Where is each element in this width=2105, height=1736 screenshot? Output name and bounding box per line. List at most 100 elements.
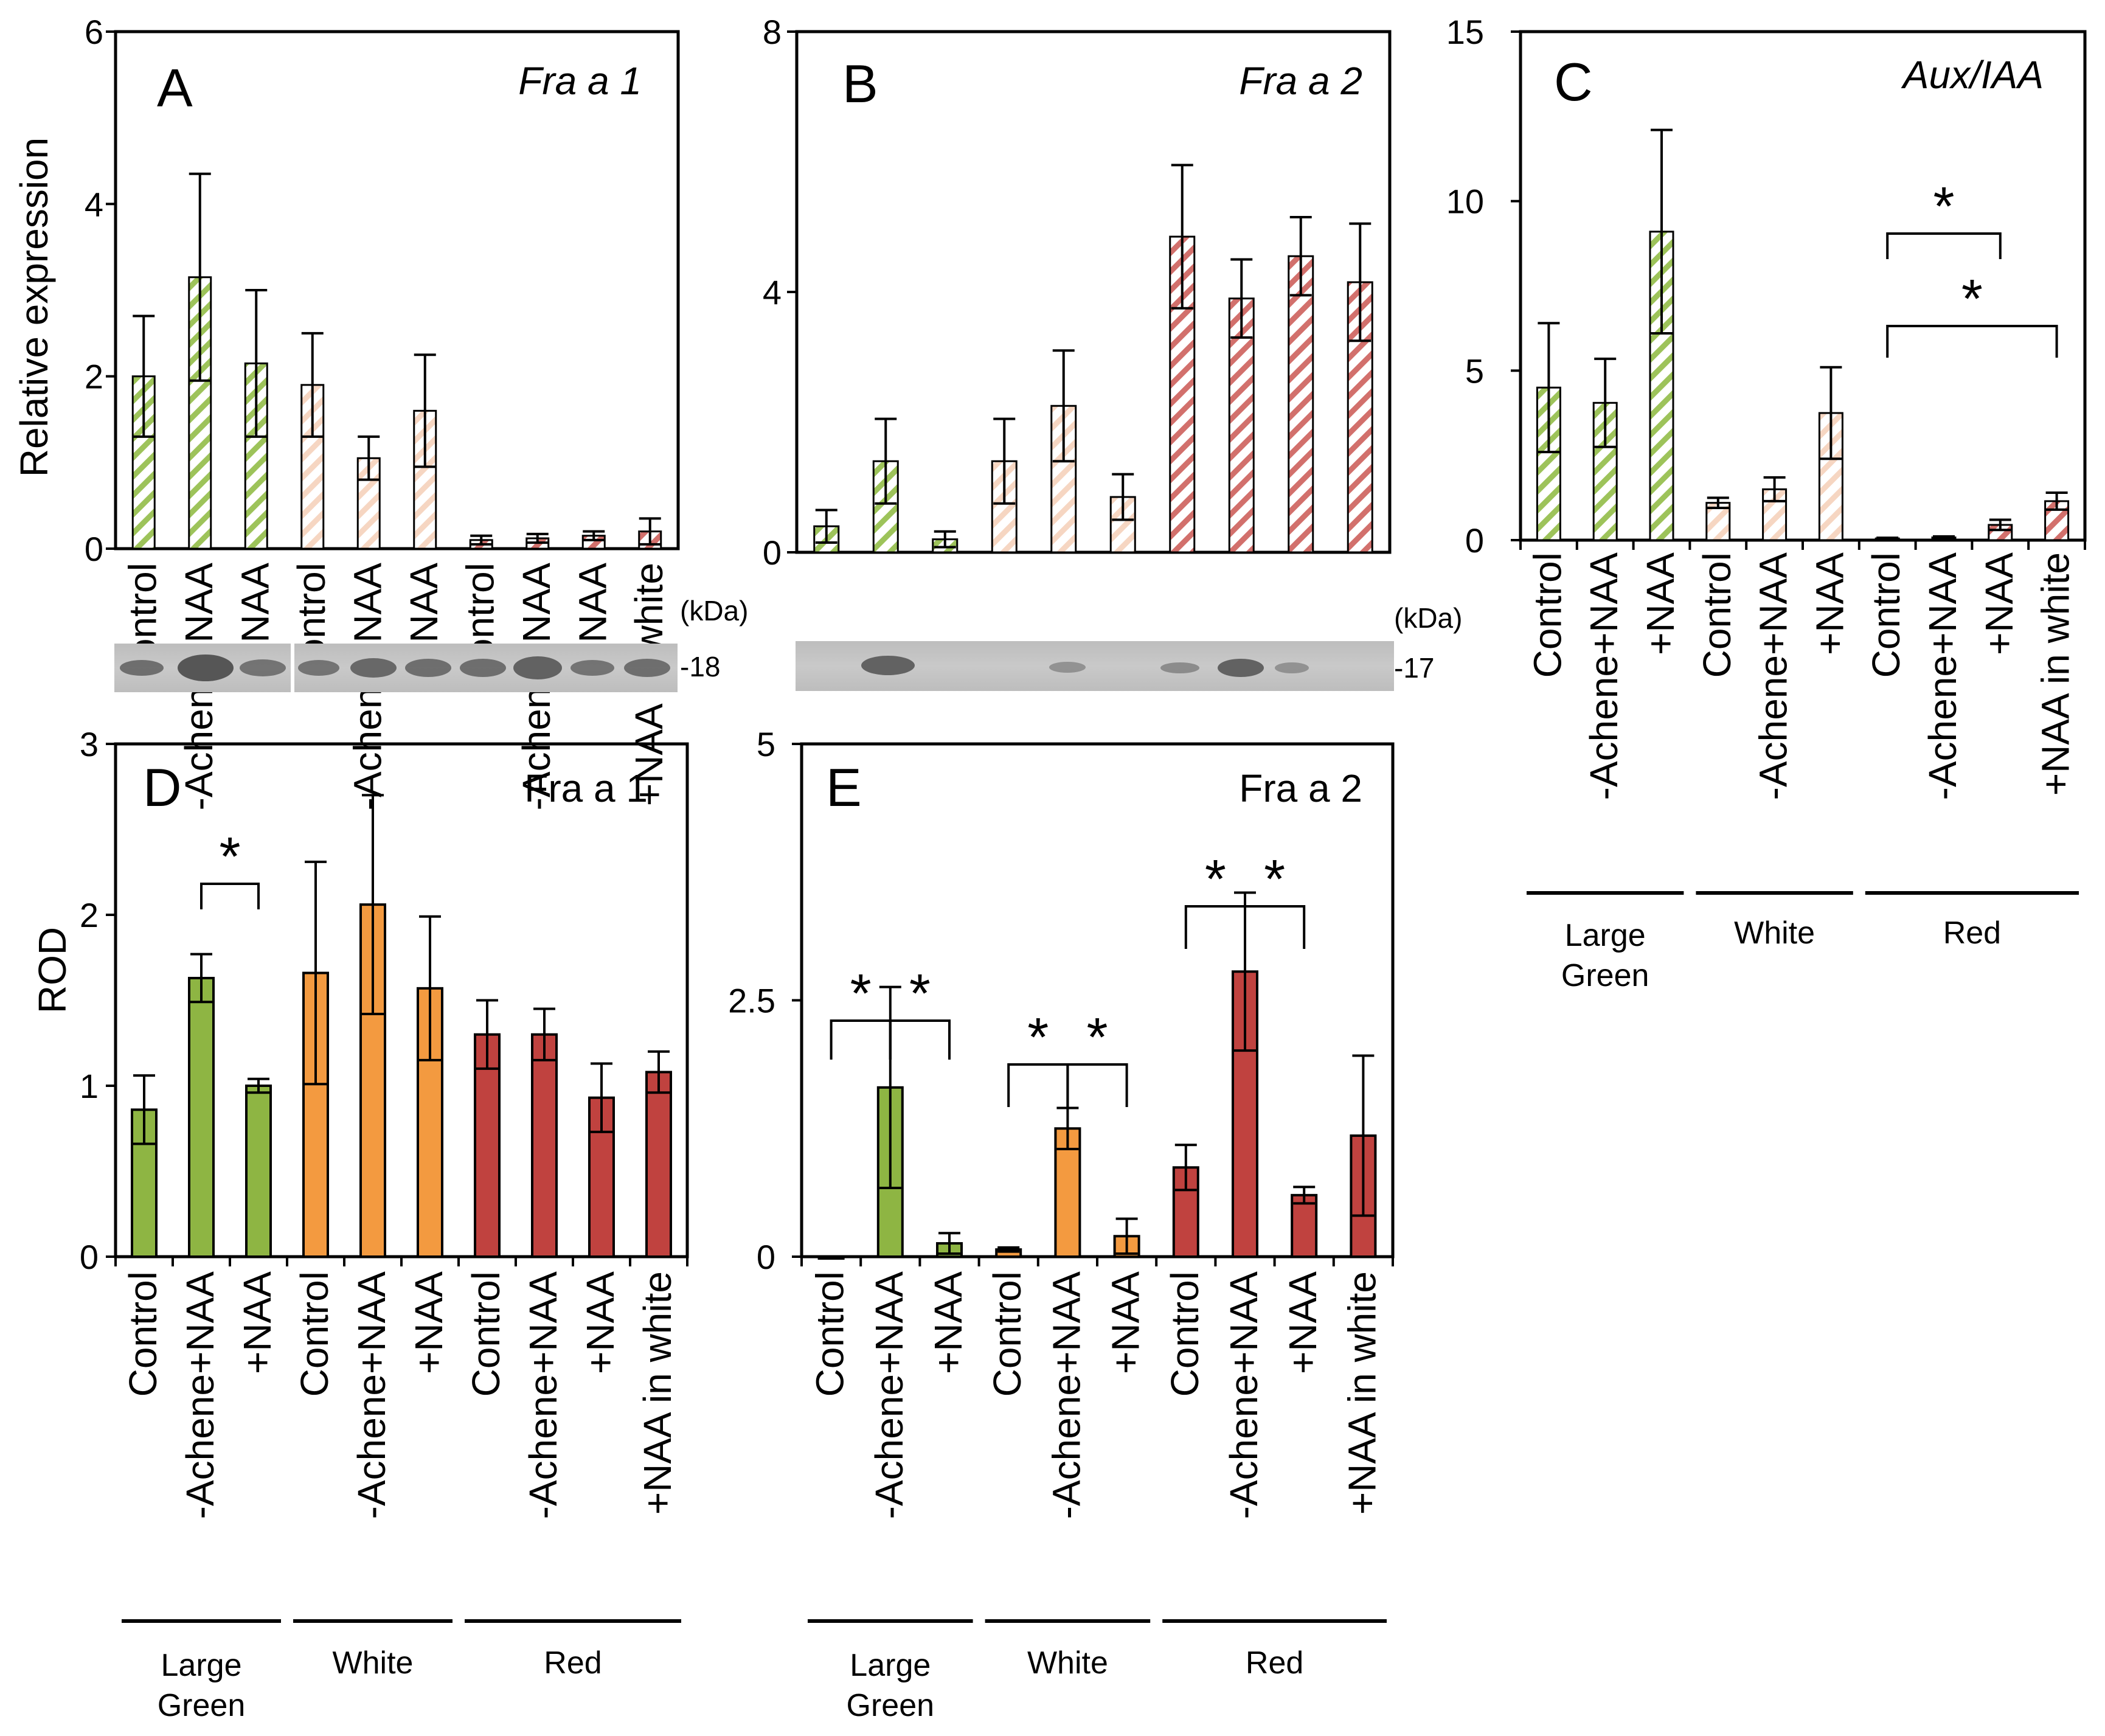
y-tick-label: 0 <box>1465 521 1484 560</box>
group-label: Green <box>158 1688 246 1723</box>
category-label: +NAA <box>407 1271 451 1374</box>
bar <box>531 1033 558 1258</box>
panel-b-gene-title: Fra a 2 <box>1239 59 1362 103</box>
significance-star: * <box>219 827 240 887</box>
blot-band <box>1218 659 1264 677</box>
significance-star: * <box>909 963 931 1024</box>
blot-band <box>861 656 915 675</box>
bar <box>1169 235 1196 554</box>
y-tick-label: 5 <box>757 725 775 763</box>
panel-d-chart: D Fra a 1 ROD 0 1 2 3 Control -Achene+NAA +NAA… <box>30 725 689 1723</box>
category-label: -Achene+NAA <box>1222 1271 1266 1519</box>
blot-band <box>178 654 234 681</box>
y-tick-label: 0 <box>763 533 782 572</box>
significance-bracket <box>830 1019 892 1060</box>
category-label: Control <box>1163 1271 1207 1397</box>
blot-band <box>240 659 286 676</box>
blot-band <box>298 660 339 676</box>
category-label: +NAA in white <box>636 1271 679 1515</box>
category-label: -Achene+NAA <box>521 1271 565 1519</box>
category-label: +NAA in white <box>1340 1271 1384 1515</box>
blot-band <box>350 658 397 678</box>
significance-bracket <box>1007 1063 1069 1107</box>
panel-e-letter: E <box>826 757 862 818</box>
category-label: +NAA <box>1281 1271 1325 1374</box>
category-label: +NAA <box>926 1271 970 1374</box>
significance-star: * <box>1027 1007 1049 1068</box>
blot-band <box>624 659 670 677</box>
y-tick-label: 4 <box>763 273 782 311</box>
category-label: -Achene+NAA <box>350 1271 394 1519</box>
category-label: +NAA <box>578 1271 622 1374</box>
panel-c-chart: C Aux/IAA 0 5 10 15 Control -Achene+NAA +NAA Co… <box>1446 13 2087 993</box>
group-label: Large <box>1565 918 1646 953</box>
significance-star: * <box>1264 849 1285 910</box>
bar <box>245 1085 272 1258</box>
y-tick-label: 2 <box>80 896 99 934</box>
y-tick-label: 8 <box>763 13 782 51</box>
group-label: Green <box>1561 958 1649 993</box>
category-label: -Achene+NAA <box>1921 552 1965 800</box>
blot-bands <box>861 656 1309 677</box>
significance-star: * <box>1961 269 1983 330</box>
category-label: +NAA <box>1977 552 2021 655</box>
panel-d-y-axis-label: ROD <box>30 927 74 1013</box>
significance-bracket <box>1886 325 2058 358</box>
blot-band <box>120 660 164 676</box>
bar <box>817 1255 845 1260</box>
bar <box>1228 297 1255 554</box>
significance-bracket <box>1066 1063 1128 1107</box>
panel-e-gene-title: Fra a 2 <box>1239 766 1362 810</box>
category-label: Control <box>293 1271 336 1397</box>
panel-d-gene-title: Fra a 1 <box>524 766 648 810</box>
category-label: -Achene+NAA <box>867 1271 911 1519</box>
category-label: Control <box>1695 552 1739 678</box>
significance-star: * <box>1205 849 1226 910</box>
y-tick-label: 0 <box>757 1238 775 1276</box>
panel-e-chart: E Fra a 2 0 2.5 5 Control -Achene+NAA +NAA Con… <box>728 725 1395 1723</box>
blot-band <box>460 659 506 677</box>
blot-bands <box>120 654 670 681</box>
bar <box>1988 524 2013 541</box>
category-label: Control <box>1864 552 1908 678</box>
y-tick-label: 2.5 <box>728 982 775 1020</box>
significance-bracket <box>1244 905 1306 949</box>
blot-band <box>405 659 451 677</box>
y-tick-label: 15 <box>1446 13 1484 51</box>
panel-c-gene-title: Aux/IAA <box>1901 53 2044 97</box>
bar <box>1291 1193 1318 1258</box>
blot-band <box>513 656 562 679</box>
y-tick-label: 0 <box>80 1238 99 1276</box>
category-label: +NAA <box>1104 1271 1148 1374</box>
significance-star: * <box>1086 1007 1108 1068</box>
y-tick-label: 1 <box>80 1067 99 1105</box>
y-tick-label: 0 <box>85 530 103 568</box>
significance-bracket <box>200 883 260 909</box>
western-blot-fra-a-2: (kDa) -17 <box>796 602 1462 691</box>
group-label: Red <box>1943 915 2001 951</box>
category-label: +NAA <box>235 1271 279 1374</box>
category-label: -Achene+NAA <box>1752 552 1795 800</box>
blot-band <box>1160 662 1199 673</box>
y-tick-label: 3 <box>80 725 99 763</box>
group-label: Large <box>161 1648 242 1683</box>
blot-e-kda-label: (kDa) <box>1394 602 1462 634</box>
blot-band <box>570 660 614 676</box>
plot-frame <box>114 30 680 550</box>
y-tick-label: 10 <box>1446 182 1484 221</box>
panel-a-letter: A <box>157 58 193 118</box>
category-label: +NAA <box>1808 552 1851 655</box>
panel-b-letter: B <box>842 54 878 114</box>
group-label: Red <box>1246 1645 1303 1681</box>
significance-star: * <box>1933 176 1954 237</box>
significance-bracket <box>1184 905 1246 949</box>
category-label: Control <box>985 1271 1029 1397</box>
category-label: +NAA in white <box>2034 552 2078 796</box>
panel-d-letter: D <box>143 757 182 818</box>
bar <box>188 976 215 1258</box>
y-tick-label: 2 <box>85 358 103 396</box>
group-label: Green <box>847 1688 935 1723</box>
y-tick-label: 5 <box>1465 352 1484 390</box>
bar <box>1288 255 1314 554</box>
